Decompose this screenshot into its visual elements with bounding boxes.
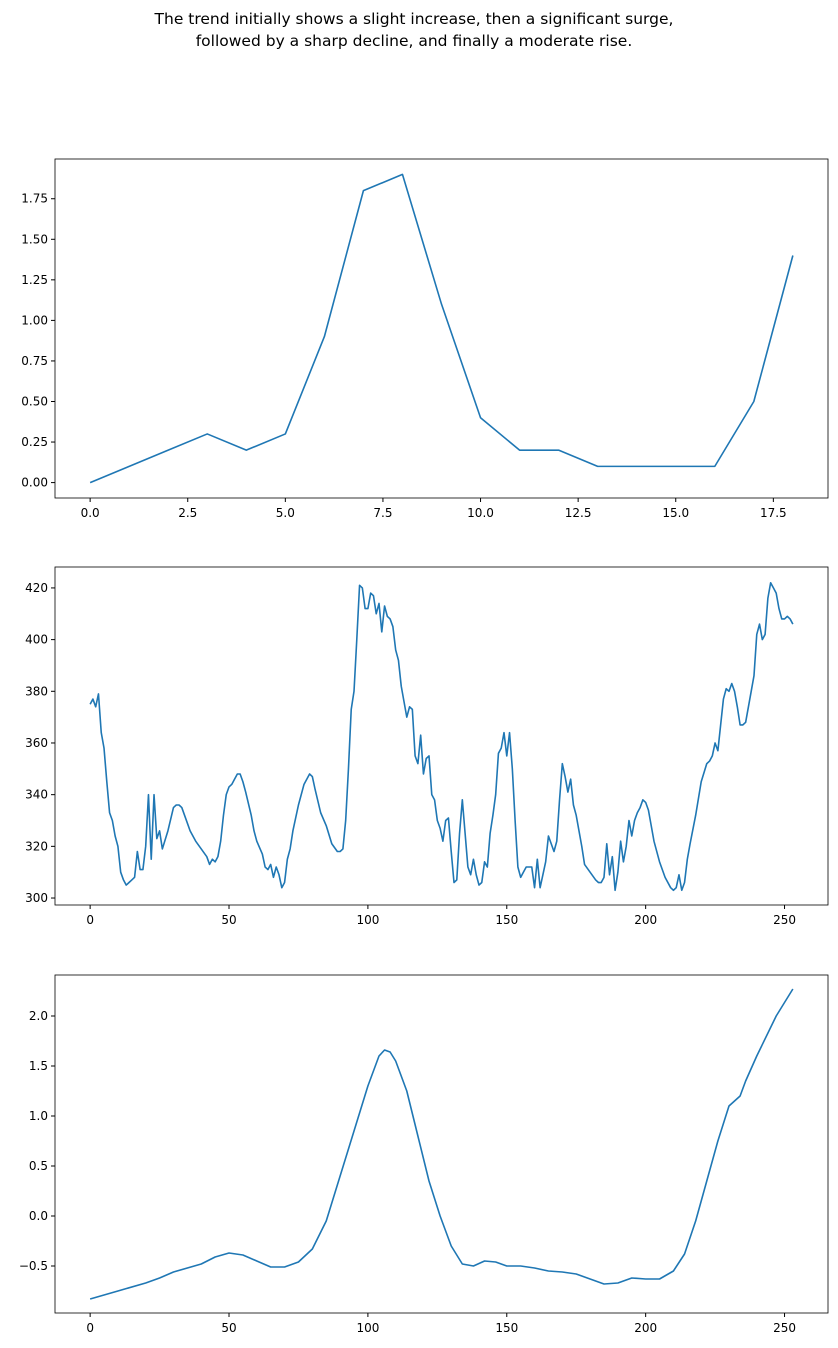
axes-frame — [54, 974, 829, 1314]
x-tick-label: 12.5 — [565, 506, 592, 520]
x-tick-label: 100 — [356, 913, 379, 927]
y-tick-label: 1.75 — [21, 192, 48, 206]
y-tick-label: 1.25 — [21, 273, 48, 287]
y-tick-label: 0.75 — [21, 354, 48, 368]
x-tick-label: 200 — [634, 913, 657, 927]
y-tick-label: 340 — [25, 788, 48, 802]
x-tick-label: 250 — [773, 1321, 796, 1335]
x-tick-label: 2.5 — [178, 506, 197, 520]
line — [89, 581, 794, 892]
line — [89, 173, 794, 484]
x-tick-label: 100 — [356, 1321, 379, 1335]
x-tick-label: 50 — [221, 913, 236, 927]
x-tick-label: 0 — [86, 913, 94, 927]
x-tick-label: 10.0 — [467, 506, 494, 520]
y-tick-label: 1.0 — [29, 1109, 48, 1123]
y-tick-label: 0.50 — [21, 394, 48, 408]
y-tick-label: 0.0 — [29, 1209, 48, 1223]
y-tick-label: 300 — [25, 891, 48, 905]
y-tick-label: 420 — [25, 581, 48, 595]
x-tick-label: 7.5 — [373, 506, 392, 520]
y-tick-label: 1.5 — [29, 1059, 48, 1073]
x-tick-label: 150 — [495, 913, 518, 927]
x-tick-label: 17.5 — [760, 506, 787, 520]
y-tick-label: 320 — [25, 839, 48, 853]
x-tick-label: 250 — [773, 913, 796, 927]
y-tick-label: 0.00 — [21, 476, 48, 490]
axes-frame — [54, 158, 829, 499]
y-tick-label: −0.5 — [19, 1259, 48, 1273]
figure-title: The trend initially shows a slight incre… — [154, 10, 674, 28]
y-tick-label: 1.50 — [21, 232, 48, 246]
x-tick-label: 0 — [86, 1321, 94, 1335]
x-tick-label: 150 — [495, 1321, 518, 1335]
figure-title: followed by a sharp decline, and finally… — [196, 32, 633, 50]
x-tick-label: 200 — [634, 1321, 657, 1335]
y-tick-label: 360 — [25, 736, 48, 750]
x-tick-label: 5.0 — [276, 506, 295, 520]
y-tick-label: 0.25 — [21, 435, 48, 449]
y-tick-label: 400 — [25, 633, 48, 647]
x-tick-label: 50 — [221, 1321, 236, 1335]
x-tick-label: 15.0 — [662, 506, 689, 520]
axes-frame — [54, 566, 829, 906]
y-tick-label: 0.5 — [29, 1159, 48, 1173]
line — [89, 988, 794, 1300]
x-tick-label: 0.0 — [81, 506, 100, 520]
y-tick-label: 1.00 — [21, 313, 48, 327]
y-tick-label: 380 — [25, 684, 48, 698]
y-tick-label: 2.0 — [29, 1009, 48, 1023]
